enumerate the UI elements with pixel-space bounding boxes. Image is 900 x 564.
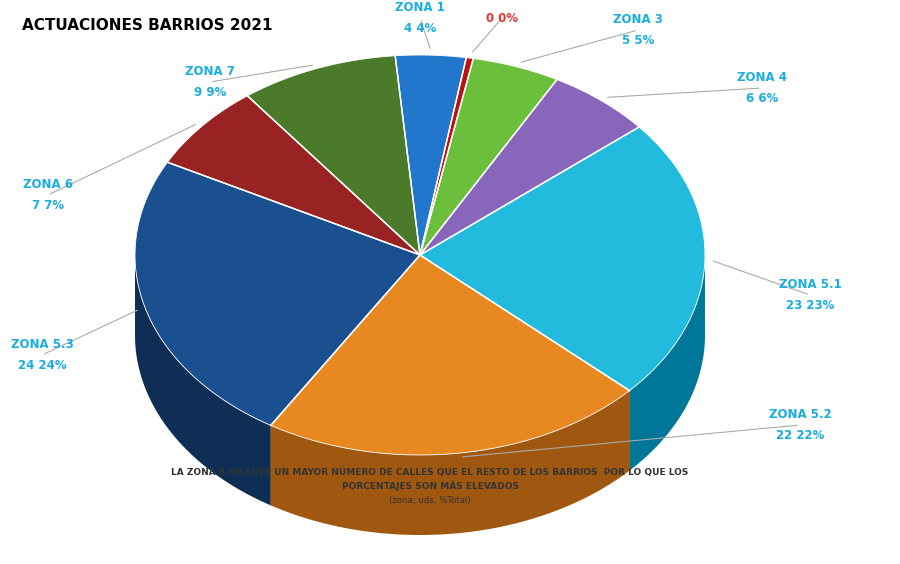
Text: 5 5%: 5 5% <box>622 34 654 47</box>
Text: ACTUACIONES BARRIOS 2021: ACTUACIONES BARRIOS 2021 <box>22 18 273 33</box>
Polygon shape <box>420 255 629 470</box>
Text: 9 9%: 9 9% <box>194 86 226 99</box>
Polygon shape <box>135 162 420 425</box>
Polygon shape <box>420 255 629 470</box>
Text: 0 0%: 0 0% <box>486 11 518 24</box>
Polygon shape <box>420 127 705 391</box>
Polygon shape <box>420 59 557 255</box>
Text: 6 6%: 6 6% <box>746 92 778 105</box>
Text: PORCENTAJES SON MÁS ELEVADOS: PORCENTAJES SON MÁS ELEVADOS <box>341 481 518 491</box>
Polygon shape <box>395 55 466 255</box>
Text: ZONA 6: ZONA 6 <box>23 178 73 191</box>
Text: 23 23%: 23 23% <box>786 299 834 312</box>
Polygon shape <box>135 255 271 505</box>
Polygon shape <box>420 80 639 255</box>
Text: (zona, uds, %Total): (zona, uds, %Total) <box>389 496 471 505</box>
Polygon shape <box>420 58 473 255</box>
Polygon shape <box>271 255 420 505</box>
Text: ZONA 5.3: ZONA 5.3 <box>11 338 74 351</box>
Polygon shape <box>629 255 705 470</box>
Polygon shape <box>271 255 629 455</box>
Text: ZONA 5.1: ZONA 5.1 <box>778 278 842 291</box>
Text: 7 7%: 7 7% <box>32 199 64 212</box>
Text: ZONA 4: ZONA 4 <box>737 71 787 84</box>
Text: 4 4%: 4 4% <box>404 22 436 35</box>
Text: ZONA 1: ZONA 1 <box>395 1 445 14</box>
Polygon shape <box>271 391 629 535</box>
Text: 24 24%: 24 24% <box>18 359 67 372</box>
Text: LA ZONA 5 INCLUYE UN MAYOR NÚMERO DE CALLES QUE EL RESTO DE LOS BARRIOS  POR LO : LA ZONA 5 INCLUYE UN MAYOR NÚMERO DE CAL… <box>171 467 688 477</box>
Polygon shape <box>248 56 420 255</box>
Text: ZONA 7: ZONA 7 <box>185 65 235 78</box>
Polygon shape <box>167 96 420 255</box>
Polygon shape <box>271 255 420 505</box>
Text: ZONA 5.2: ZONA 5.2 <box>769 408 832 421</box>
Text: 22 22%: 22 22% <box>776 429 824 442</box>
Text: ZONA 3: ZONA 3 <box>613 13 663 26</box>
